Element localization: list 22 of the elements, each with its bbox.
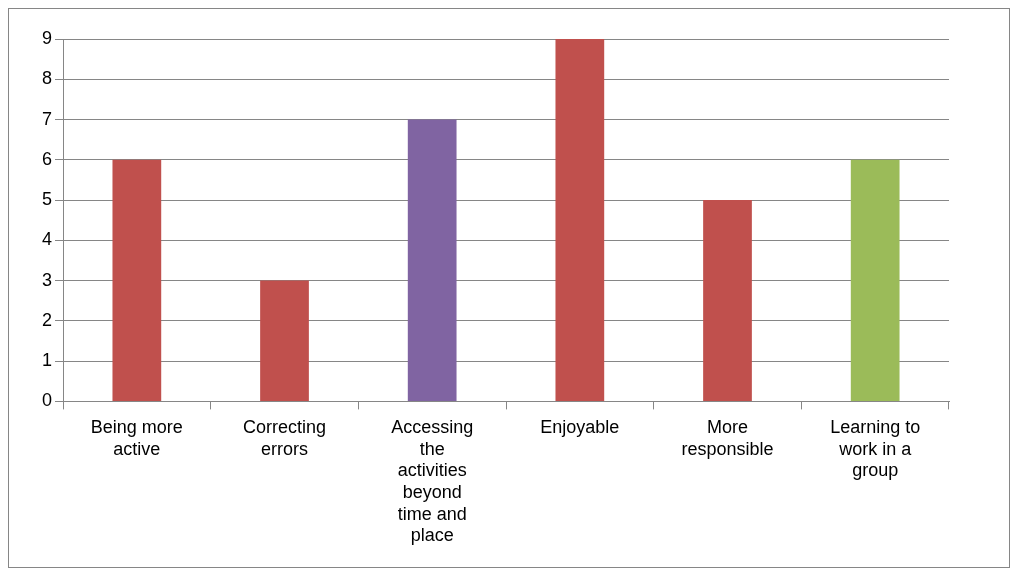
y-tick-label: 4: [42, 229, 53, 250]
x-tick-label: Learning to work in a group: [830, 417, 921, 481]
y-tick-label: 0: [42, 390, 53, 411]
bar: [112, 159, 162, 401]
bar: [850, 159, 900, 401]
x-tick-label: More responsible: [681, 417, 774, 459]
x-tick-label: Enjoyable: [540, 417, 620, 438]
bar: [407, 119, 457, 401]
bar: [555, 39, 605, 401]
y-tick-label: 6: [42, 148, 53, 169]
x-tick-label: Accessing the activities beyond time and place: [391, 417, 474, 546]
y-tick-label: 2: [42, 309, 53, 330]
bar: [260, 280, 309, 401]
y-tick-label: 9: [42, 27, 53, 48]
x-tick-label: Being more active: [90, 417, 183, 459]
y-tick-label: 5: [42, 189, 53, 210]
y-tick-label: 3: [42, 269, 53, 290]
y-tick-label: 7: [42, 108, 53, 129]
y-tick-label: 1: [42, 350, 53, 371]
bar: [703, 200, 752, 401]
y-tick-label: 8: [42, 68, 53, 89]
x-tick-label: Correcting errors: [242, 417, 327, 459]
